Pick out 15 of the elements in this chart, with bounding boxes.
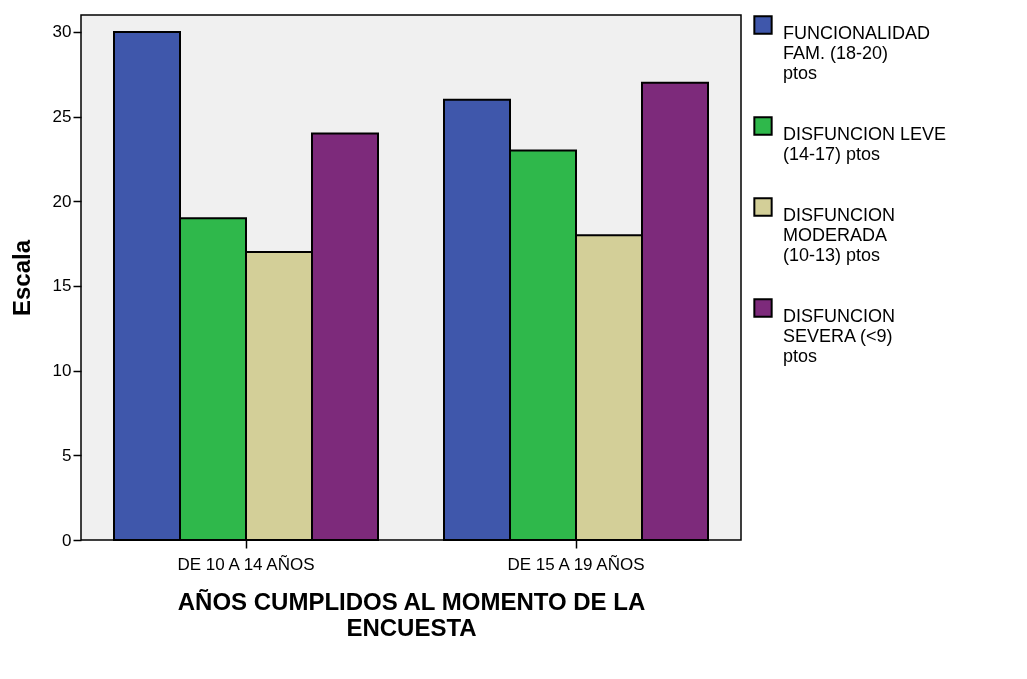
x-tick-label: DE 15 A 19 AÑOS: [507, 554, 645, 574]
y-tick-label: 0: [62, 530, 72, 550]
y-tick-label: 25: [52, 107, 72, 127]
y-axis-title: Escala: [7, 239, 35, 317]
y-tick-label: 15: [52, 276, 72, 296]
x-axis-title: AÑOS CUMPLIDOS AL MOMENTO DE LA ENCUESTA: [177, 587, 646, 641]
y-tick-label: 10: [52, 361, 72, 381]
y-tick-label: 30: [52, 22, 72, 42]
legend-label: FUNCIONALIDAD FAM. (18-20) ptos: [783, 23, 931, 83]
legend-label: DISFUNCION LEVE (14-17) ptos: [783, 124, 947, 164]
y-tick-label: 5: [62, 445, 72, 465]
x-tick-label: DE 10 A 14 AÑOS: [177, 554, 315, 574]
legend-label: DISFUNCION MODERADA (10-13) ptos: [783, 205, 895, 265]
y-tick-label: 20: [52, 191, 72, 211]
legend-label: DISFUNCION SEVERA (<9) ptos: [783, 306, 895, 366]
